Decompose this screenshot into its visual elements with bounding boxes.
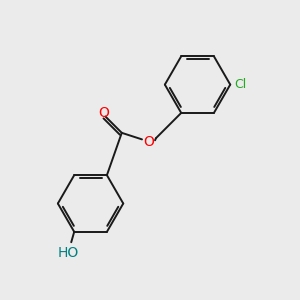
Text: HO: HO — [58, 246, 79, 260]
Text: Cl: Cl — [234, 78, 246, 91]
Text: O: O — [98, 106, 110, 120]
Text: O: O — [143, 135, 154, 149]
